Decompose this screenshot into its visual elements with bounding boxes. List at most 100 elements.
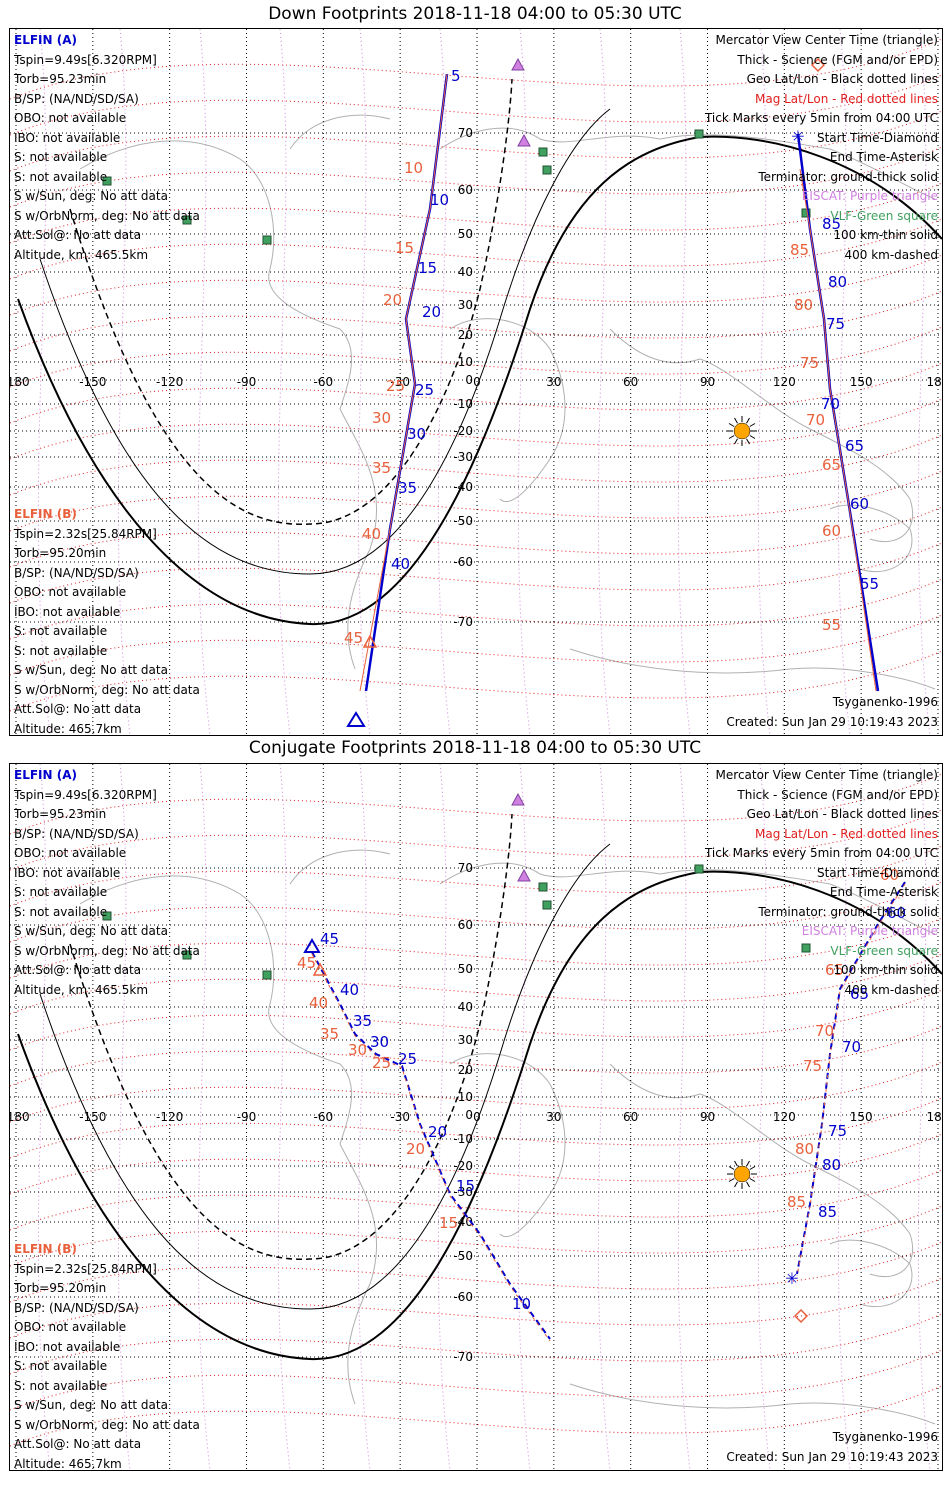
info-line: S: not available bbox=[14, 169, 108, 184]
map-down: -180-150-120-90-60-300306090120150180706… bbox=[9, 28, 943, 736]
mag-lon-line bbox=[597, 764, 611, 1470]
info-line: S w/OrbNorm, deg: No att data bbox=[14, 943, 200, 958]
elfin-b-tick-label: 80 bbox=[795, 1140, 814, 1158]
elfin-a-info-down: ELFIN (A) Tspin=9.49s[6.320RPM] Torb=95.… bbox=[14, 31, 200, 265]
coastline bbox=[79, 875, 378, 1405]
elfin-b-tick-label: 70 bbox=[806, 411, 825, 429]
lat-tick-label: 70 bbox=[458, 126, 473, 140]
elfin-b-info-down: ELFIN (B) Tspin=2.32s[25.84RPM] Torb=95.… bbox=[14, 505, 200, 735]
elfin-b-tick-label: 75 bbox=[803, 1057, 822, 1075]
lon-tick-label: 90 bbox=[700, 375, 715, 389]
lon-tick-label: -180 bbox=[10, 375, 30, 389]
elfin-a-tick-label: 80 bbox=[828, 273, 847, 291]
elfin-a-tick-label: 65 bbox=[850, 985, 869, 1003]
lat-tick-label: 10 bbox=[458, 1090, 473, 1104]
eiscat-triangle bbox=[517, 868, 531, 882]
legend-item: Terminator: ground-thick solid bbox=[758, 904, 938, 919]
elfin-b-tick-label: 80 bbox=[794, 296, 813, 314]
lon-tick-label: -120 bbox=[156, 375, 183, 389]
lat-tick-label: 20 bbox=[458, 1063, 473, 1077]
lon-tick-label: -180 bbox=[10, 1110, 30, 1124]
legend-item: Start Time-Diamond bbox=[816, 865, 938, 880]
lat-tick-label: -20 bbox=[453, 424, 473, 438]
lon-tick-label: 180 bbox=[927, 375, 942, 389]
sun-icon bbox=[733, 1165, 751, 1183]
info-line: Att.Sol@: No att data bbox=[14, 702, 142, 716]
mag-lon-line bbox=[757, 764, 771, 1470]
elfin-a-track-west bbox=[311, 951, 551, 1340]
terminator-ground bbox=[17, 870, 942, 1361]
coastline bbox=[609, 1063, 914, 1278]
info-line: S: not available bbox=[14, 624, 108, 638]
info-line: S w/Sun, deg: No att data bbox=[14, 189, 168, 203]
elfin-b-tick-label: 60 bbox=[822, 522, 841, 540]
info-line: IBO: not available bbox=[14, 1339, 121, 1354]
elfin-a-tick-label: 20 bbox=[428, 1123, 447, 1141]
legend-item: 100 km-thin solid bbox=[833, 228, 938, 242]
lat-tick-label: 40 bbox=[458, 265, 473, 279]
info-line: S w/Sun, deg: No att data bbox=[14, 663, 168, 677]
mag-lon-line bbox=[917, 764, 931, 1470]
elfin-a-tick-label: 75 bbox=[826, 315, 845, 333]
info-line: Torb=95.23min bbox=[14, 72, 107, 86]
coastline bbox=[289, 849, 391, 885]
elfin-b-tick-label: 65 bbox=[822, 456, 841, 474]
legend-item: 400 km-dashed bbox=[844, 982, 938, 997]
mag-lon-line bbox=[277, 764, 291, 1470]
info-line: IBO: not available bbox=[14, 130, 121, 145]
legend-item: Mag Lat/Lon - Red dotted lines bbox=[754, 826, 938, 841]
lon-tick-label: 60 bbox=[623, 375, 638, 389]
info-line: Torb=95.23min bbox=[14, 807, 107, 821]
lat-tick-label: -20 bbox=[453, 1159, 473, 1173]
lat-tick-label: 20 bbox=[458, 328, 473, 342]
info-line: Altitude: 465.7km bbox=[14, 1456, 122, 1471]
elfin-a-center-triangle bbox=[346, 711, 366, 727]
elfin-a-tick-label: 10 bbox=[512, 1295, 531, 1313]
elfin-b-tick-label: 45 bbox=[344, 629, 363, 647]
elfin-b-tick-label: 15 bbox=[395, 239, 414, 257]
info-line: Tspin=2.32s[25.84RPM] bbox=[14, 1261, 157, 1276]
lat-tick-label: -50 bbox=[453, 1249, 473, 1263]
elfin-b-tick-label: 40 bbox=[362, 525, 381, 543]
elfin-a-tick-label: 60 bbox=[887, 904, 906, 922]
map-conjugate: -180-150-120-90-60-300306090120150180706… bbox=[9, 763, 943, 1471]
coastline bbox=[439, 862, 936, 935]
legend-item: Terminator: ground-thick solid bbox=[758, 169, 938, 184]
info-line: Torb=95.20min bbox=[14, 1281, 107, 1295]
coastline bbox=[449, 1053, 566, 1237]
elfin-b-tick-label: 20 bbox=[406, 1140, 425, 1158]
elfin-a-tick-label: 40 bbox=[391, 555, 410, 573]
elfin-b-tick-label: 25 bbox=[372, 1054, 391, 1072]
vlf-square bbox=[262, 235, 272, 245]
legend-item: Geo Lat/Lon - Black dotted lines bbox=[746, 807, 938, 821]
lon-tick-label: -90 bbox=[237, 1110, 257, 1124]
elfin-b-start-diamond bbox=[793, 1308, 809, 1324]
elfin-a-tick-label: 45 bbox=[320, 930, 339, 948]
vlf-square bbox=[542, 900, 552, 910]
vlf-square bbox=[694, 864, 704, 874]
lat-tick-label: -30 bbox=[453, 1185, 473, 1199]
lat-tick-label: 30 bbox=[458, 298, 473, 312]
lat-tick-label: 70 bbox=[458, 861, 473, 875]
lat-tick-label: -60 bbox=[453, 1290, 473, 1304]
coastline bbox=[569, 1383, 936, 1425]
elfin-b-center-triangle bbox=[312, 962, 328, 976]
elfin-a-header: ELFIN (A) bbox=[14, 33, 77, 47]
elfin-a-tick-label: 25 bbox=[415, 381, 434, 399]
elfin-a-tick-label: 55 bbox=[860, 575, 879, 593]
mag-lat-line bbox=[10, 362, 942, 424]
elfin-b-info-conjugate: ELFIN (B) Tspin=2.32s[25.84RPM] Torb=95.… bbox=[14, 1240, 200, 1471]
panel-title-conjugate: Conjugate Footprints 2018-11-18 04:00 to… bbox=[248, 738, 702, 758]
info-line: S: not available bbox=[14, 885, 108, 899]
terminator-ground bbox=[17, 135, 942, 626]
info-line: S w/OrbNorm, deg: No att data bbox=[14, 1417, 200, 1432]
legend-item: Geo Lat/Lon - Black dotted lines bbox=[746, 72, 938, 86]
elfin-a-tick-label: 5 bbox=[451, 67, 461, 85]
sun-ray bbox=[728, 435, 735, 439]
vlf-square bbox=[102, 176, 112, 186]
lat-tick-label: -40 bbox=[453, 1215, 473, 1229]
elfin-b-tick-label: 60 bbox=[880, 866, 899, 884]
lon-tick-label: 0 bbox=[473, 375, 481, 389]
vlf-square bbox=[801, 943, 811, 953]
vlf-square bbox=[182, 950, 192, 960]
